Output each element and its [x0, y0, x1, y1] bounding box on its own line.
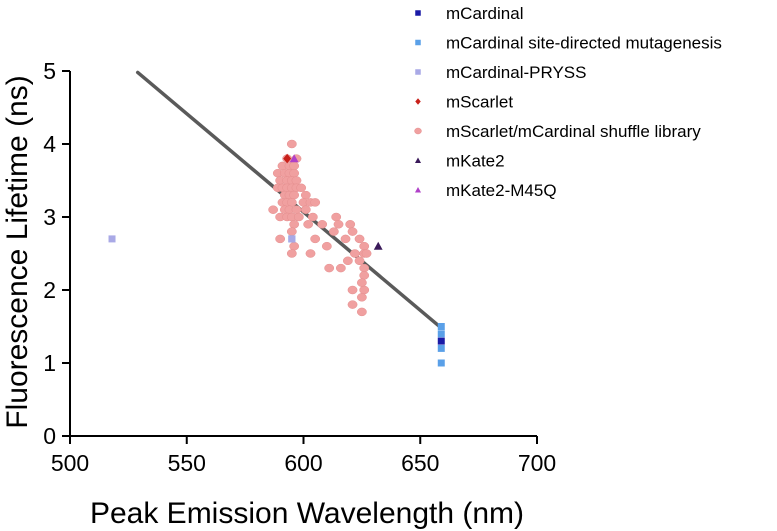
data-point — [303, 220, 314, 229]
data-point — [359, 271, 370, 280]
x-tick-label: 700 — [518, 450, 556, 476]
data-point — [317, 220, 328, 229]
points-layer — [108, 139, 445, 367]
data-point — [286, 249, 297, 258]
data-point — [356, 278, 367, 287]
legend-item: mScarlet/mCardinal shuffle library — [414, 122, 701, 141]
data-point — [300, 205, 311, 214]
x-tick-label: 600 — [284, 450, 322, 476]
data-point — [310, 198, 321, 207]
data-point — [286, 227, 297, 236]
data-point — [289, 220, 300, 229]
data-point — [373, 241, 383, 250]
data-point — [340, 234, 351, 244]
data-point — [291, 176, 302, 185]
data-point — [335, 263, 346, 273]
data-point — [359, 241, 370, 251]
data-point — [354, 234, 365, 244]
data-point — [289, 241, 300, 251]
ticks-layer: 500 550 600 650 700 0 1 2 3 4 5 — [43, 58, 556, 476]
data-point — [437, 344, 445, 352]
data-point — [289, 168, 300, 178]
legend-item: mKate2-M45Q — [414, 181, 557, 200]
legend-label: mScarlet/mCardinal shuffle library — [446, 122, 701, 141]
data-point — [283, 153, 292, 164]
legend-label: mCardinal-PRYSS — [446, 63, 586, 82]
legend-label: mCardinal site-directed mutagenesis — [446, 34, 722, 53]
legend-marker — [415, 98, 421, 105]
legend-marker — [415, 39, 421, 46]
data-point — [310, 234, 321, 244]
data-point — [356, 307, 367, 317]
data-point — [437, 359, 445, 367]
legend-marker — [415, 10, 421, 16]
y-tick-label: 2 — [43, 277, 56, 303]
x-axis-label: Peak Emission Wavelength (nm) — [90, 497, 524, 530]
data-point — [328, 227, 339, 236]
legend-marker — [414, 157, 422, 163]
data-point — [286, 139, 297, 149]
data-point — [289, 154, 299, 163]
data-point — [296, 183, 307, 193]
legend-label: mCardinal — [446, 4, 523, 23]
legend-marker — [414, 127, 422, 135]
data-point — [289, 190, 300, 200]
legend-item: mCardinal site-directed mutagenesis — [415, 34, 722, 53]
data-point — [345, 220, 356, 229]
legend-label: mKate2 — [446, 152, 505, 171]
y-tick-label: 4 — [43, 131, 56, 157]
data-point — [359, 285, 370, 295]
legend-label: mScarlet — [446, 93, 513, 112]
data-point — [307, 212, 318, 222]
data-point — [347, 227, 358, 236]
legend: mCardinal mCardinal site-directed mutagen… — [414, 4, 722, 200]
data-point — [291, 205, 302, 214]
data-point — [437, 330, 445, 338]
data-point — [300, 190, 311, 200]
plot-area: 500 550 600 650 700 0 1 2 3 4 5 — [43, 58, 556, 476]
data-point — [356, 293, 367, 302]
data-point — [333, 220, 344, 229]
legend-marker — [414, 186, 422, 193]
data-point — [331, 212, 342, 222]
data-point — [275, 234, 286, 244]
data-point — [324, 263, 335, 273]
data-point — [305, 249, 316, 258]
data-point — [361, 249, 372, 258]
legend-item: mCardinal-PRYSS — [415, 63, 586, 82]
legend-item: mScarlet — [415, 93, 513, 112]
legend-marker — [415, 69, 421, 75]
x-tick-label: 500 — [51, 450, 89, 476]
y-tick-label: 3 — [43, 204, 56, 230]
legend-item: mKate2 — [414, 152, 505, 171]
data-point — [293, 212, 304, 222]
data-point — [347, 285, 358, 295]
data-point — [268, 205, 279, 214]
data-point — [321, 241, 332, 251]
legend-label: mKate2-M45Q — [446, 181, 557, 200]
data-point — [342, 256, 353, 266]
data-point — [289, 161, 300, 171]
data-point — [347, 300, 358, 309]
data-point — [349, 249, 360, 258]
x-tick-label: 650 — [401, 450, 439, 476]
x-tick-label: 550 — [168, 450, 206, 476]
y-axis-label: Fluorescence Lifetime (ns) — [1, 75, 34, 428]
data-point — [354, 256, 365, 266]
data-point — [286, 198, 297, 207]
legend-item: mCardinal — [415, 4, 523, 23]
data-point — [437, 337, 445, 345]
data-point — [108, 235, 116, 243]
y-tick-label: 5 — [43, 58, 56, 84]
data-point — [359, 263, 370, 273]
data-point — [288, 235, 296, 243]
data-point — [437, 323, 445, 330]
y-tick-label: 1 — [43, 350, 56, 376]
y-tick-label: 0 — [43, 423, 56, 449]
